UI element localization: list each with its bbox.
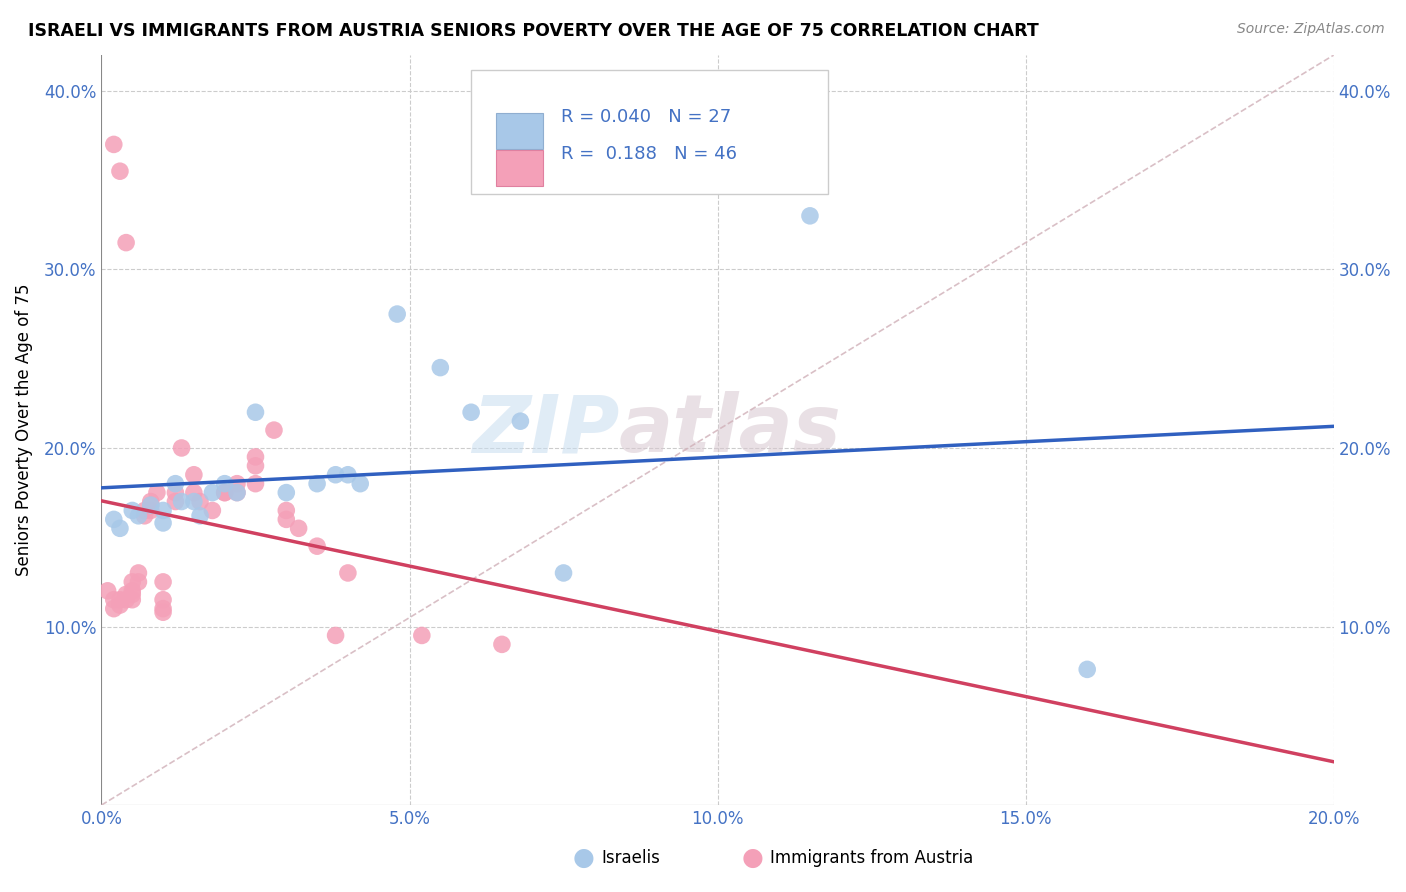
Point [188, 508, 211, 523]
Point [152, 605, 174, 619]
Point [245, 405, 267, 419]
Point [103, 512, 125, 526]
FancyBboxPatch shape [496, 113, 543, 149]
Point [411, 628, 433, 642]
Point [146, 485, 169, 500]
Point [115, 587, 138, 601]
Point [385, 307, 408, 321]
Point [325, 628, 347, 642]
Point [139, 494, 162, 508]
Point [287, 521, 309, 535]
Point [152, 503, 174, 517]
Point [183, 467, 205, 482]
Point [127, 566, 149, 580]
Point [121, 503, 143, 517]
Text: R = 0.040   N = 27: R = 0.040 N = 27 [561, 108, 731, 126]
Point [134, 508, 156, 523]
Point [170, 441, 193, 455]
Point [245, 450, 267, 464]
Point [553, 566, 575, 580]
Point [165, 485, 187, 500]
Point [183, 485, 205, 500]
Point [165, 494, 187, 508]
Point [491, 637, 513, 651]
Point [115, 235, 138, 250]
Point [139, 498, 162, 512]
Point [121, 574, 143, 589]
Point [429, 360, 451, 375]
Point [214, 485, 236, 500]
Point [97, 583, 120, 598]
Point [325, 467, 347, 482]
Point [152, 516, 174, 530]
Text: ZIP: ZIP [471, 391, 619, 469]
Point [121, 587, 143, 601]
Point [509, 414, 531, 428]
Point [276, 512, 298, 526]
Point [307, 476, 329, 491]
Point [226, 485, 249, 500]
Text: ●: ● [741, 847, 763, 870]
Point [108, 598, 131, 612]
Point [165, 476, 187, 491]
Point [170, 494, 193, 508]
Point [201, 503, 224, 517]
Point [349, 476, 371, 491]
Point [127, 574, 149, 589]
Point [183, 494, 205, 508]
Point [108, 521, 131, 535]
Point [226, 476, 249, 491]
Point [214, 485, 236, 500]
Point [127, 508, 149, 523]
Text: Immigrants from Austria: Immigrants from Austria [770, 849, 974, 867]
Point [214, 476, 236, 491]
Point [201, 485, 224, 500]
Point [245, 476, 267, 491]
Point [276, 503, 298, 517]
Text: Israelis: Israelis [602, 849, 661, 867]
Point [188, 494, 211, 508]
Point [460, 405, 482, 419]
Y-axis label: Seniors Poverty Over the Age of 75: Seniors Poverty Over the Age of 75 [15, 284, 32, 576]
Point [134, 503, 156, 517]
Point [103, 592, 125, 607]
Point [336, 566, 359, 580]
Point [152, 592, 174, 607]
Point [152, 601, 174, 615]
Point [245, 458, 267, 473]
Point [139, 503, 162, 517]
Point [307, 539, 329, 553]
Text: ISRAELI VS IMMIGRANTS FROM AUSTRIA SENIORS POVERTY OVER THE AGE OF 75 CORRELATIO: ISRAELI VS IMMIGRANTS FROM AUSTRIA SENIO… [28, 22, 1039, 40]
Point [103, 601, 125, 615]
Point [108, 164, 131, 178]
Point [139, 498, 162, 512]
Point [103, 137, 125, 152]
Point [263, 423, 285, 437]
Text: ●: ● [572, 847, 595, 870]
Point [336, 467, 359, 482]
Text: atlas: atlas [619, 391, 842, 469]
Point [121, 592, 143, 607]
Point [115, 592, 138, 607]
Point [121, 583, 143, 598]
FancyBboxPatch shape [471, 70, 828, 194]
Point [226, 485, 249, 500]
Point [276, 485, 298, 500]
FancyBboxPatch shape [496, 151, 543, 186]
Point [152, 574, 174, 589]
Text: R =  0.188   N = 46: R = 0.188 N = 46 [561, 145, 737, 163]
Text: Source: ZipAtlas.com: Source: ZipAtlas.com [1237, 22, 1385, 37]
Point [1076, 662, 1098, 676]
Point [108, 592, 131, 607]
Point [799, 209, 821, 223]
